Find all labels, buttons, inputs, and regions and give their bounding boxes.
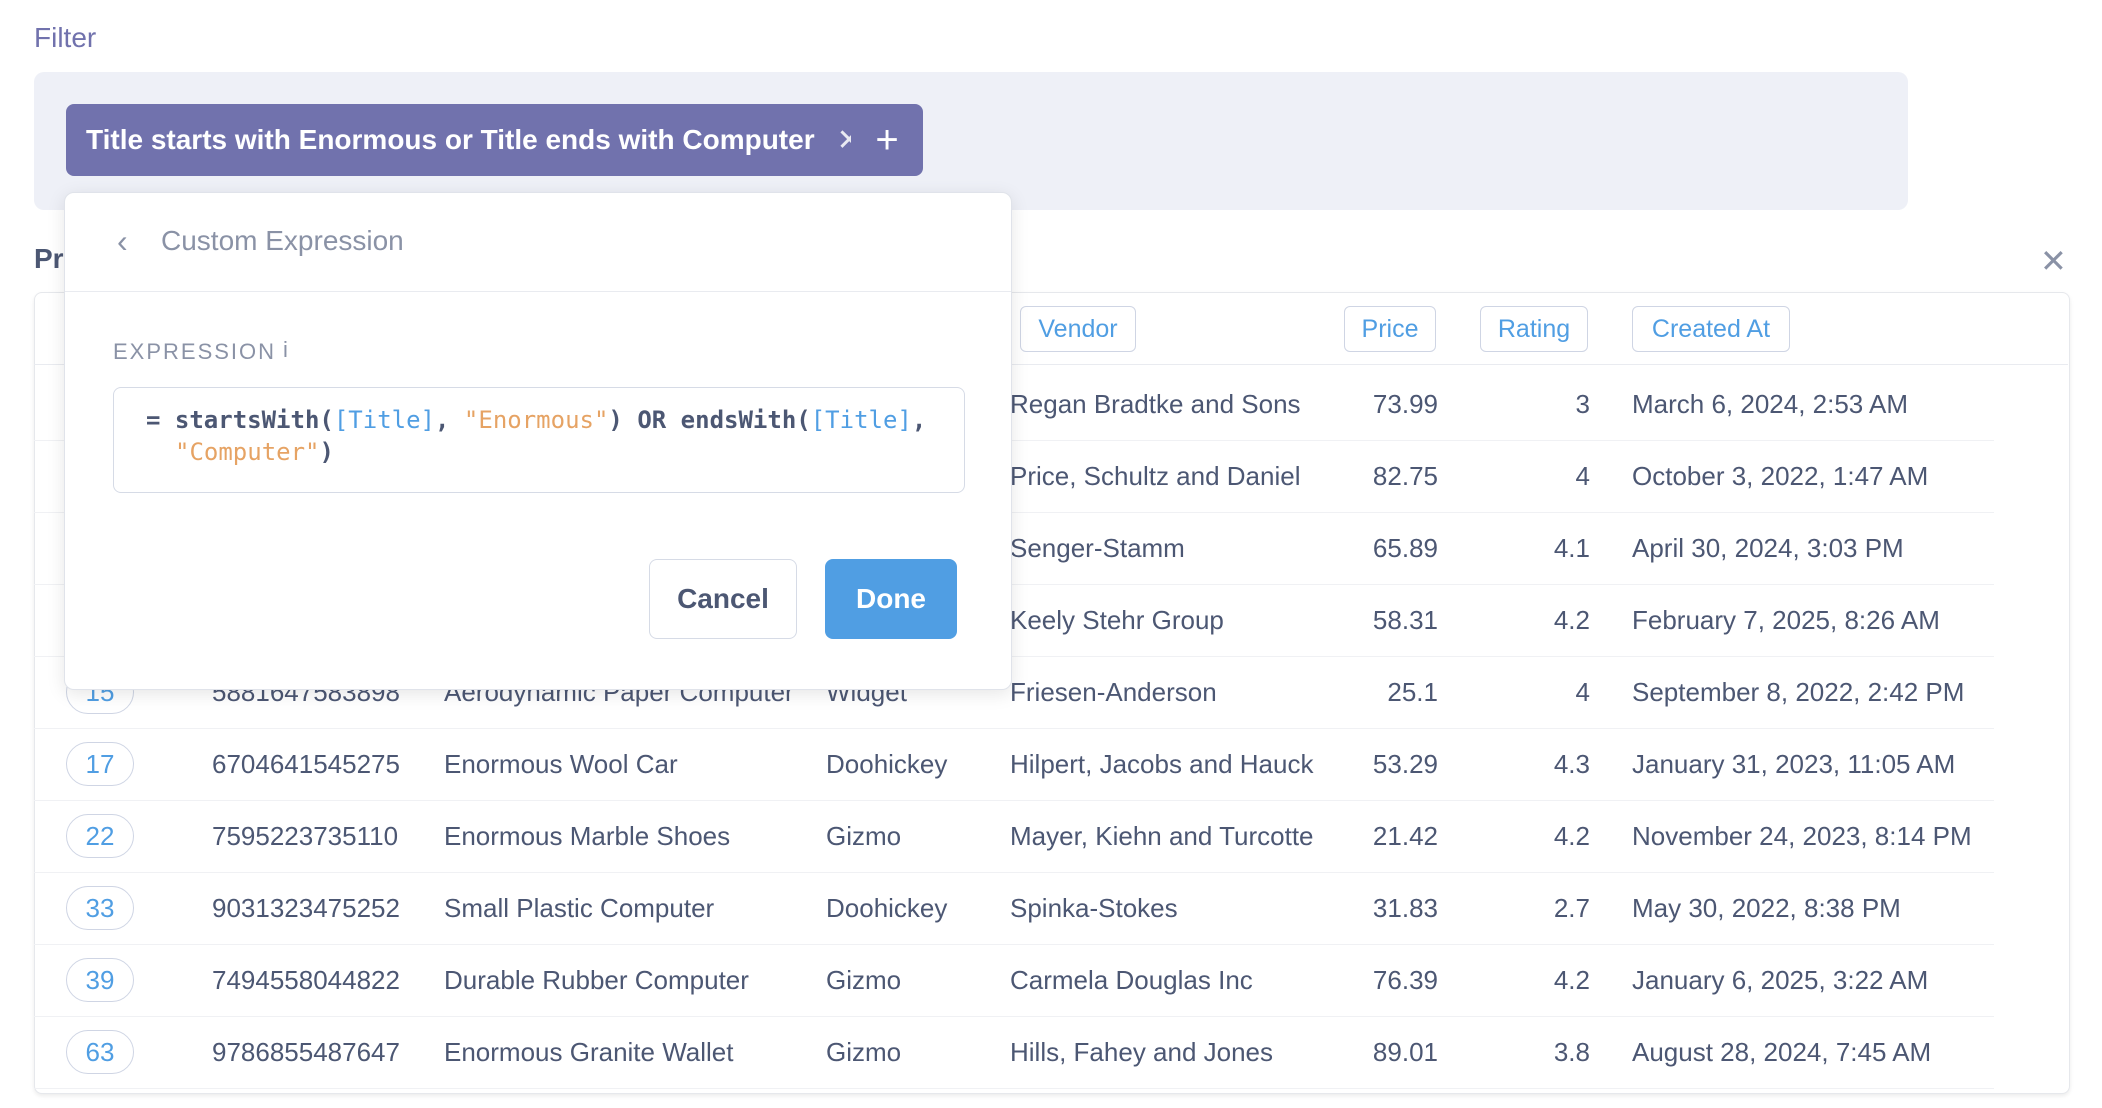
- cell-ean: 6704641545275: [212, 749, 400, 779]
- cell-vendor: Mayer, Kiehn and Turcotte: [1010, 821, 1314, 851]
- cell-created-at: September 8, 2022, 2:42 PM: [1632, 677, 1965, 707]
- cell-price: 73.99: [1372, 389, 1438, 419]
- section-title: Pr: [34, 243, 64, 274]
- table-row[interactable]: 33 9031323475252 Small Plastic Computer Doo…: [34, 872, 1994, 945]
- cell-price: 21.42: [1372, 821, 1438, 851]
- cell-vendor: Carmela Douglas Inc: [1010, 965, 1253, 995]
- row-id-badge[interactable]: 17: [66, 742, 134, 786]
- cell-vendor: Spinka-Stokes: [1010, 893, 1178, 923]
- expression-line-2: "Computer"): [175, 438, 334, 466]
- row-id-badge[interactable]: 22: [66, 814, 134, 858]
- row-id-badge[interactable]: 33: [66, 886, 134, 930]
- cell-vendor: Hills, Fahey and Jones: [1010, 1037, 1274, 1067]
- cell-rating: 4: [1575, 461, 1590, 491]
- cell-category: Doohickey: [826, 749, 948, 779]
- filter-pill[interactable]: Title starts with Enormous or Title ends…: [66, 104, 884, 176]
- cell-rating: 4.1: [1553, 533, 1590, 563]
- table-row[interactable]: 17 6704641545275 Enormous Wool Car Doohicke…: [34, 728, 1994, 801]
- chevron-left-icon[interactable]: ‹: [117, 223, 128, 259]
- cell-category: Gizmo: [826, 1037, 902, 1067]
- add-filter-button[interactable]: +: [851, 104, 923, 176]
- cell-vendor: Price, Schultz and Daniel: [1010, 461, 1301, 491]
- column-header-created-at[interactable]: Created At: [1632, 306, 1790, 352]
- row-id-badge[interactable]: 39: [66, 958, 134, 1002]
- cell-title: Small Plastic Computer: [444, 893, 715, 923]
- cell-ean: 7595223735110: [212, 821, 399, 851]
- cell-title: Enormous Granite Wallet: [444, 1037, 734, 1067]
- close-panel-icon[interactable]: ✕: [2040, 243, 2067, 279]
- cell-created-at: February 7, 2025, 8:26 AM: [1632, 605, 1940, 635]
- table-row[interactable]: Senger-Stamm 65.89 4.1 April 30, 2024, 3:03…: [34, 512, 1994, 585]
- cell-created-at: January 6, 2025, 3:22 AM: [1632, 965, 1929, 995]
- cell-price: 89.01: [1372, 1037, 1438, 1067]
- cell-created-at: January 31, 2023, 11:05 AM: [1632, 749, 1956, 779]
- cell-price: 82.75: [1372, 461, 1438, 491]
- cell-created-at: April 30, 2024, 3:03 PM: [1632, 533, 1904, 563]
- cell-category: Gizmo: [826, 965, 902, 995]
- cell-created-at: March 6, 2024, 2:53 AM: [1632, 389, 1909, 419]
- cell-category: Doohickey: [826, 893, 948, 923]
- cell-price: 31.83: [1372, 893, 1438, 923]
- cell-created-at: August 28, 2024, 7:45 AM: [1632, 1037, 1932, 1067]
- done-button[interactable]: Done: [825, 559, 957, 639]
- cancel-button[interactable]: Cancel: [649, 559, 797, 639]
- filter-heading: Filter: [34, 22, 97, 53]
- cell-vendor: Keely Stehr Group: [1010, 605, 1224, 635]
- cell-rating: 4.2: [1553, 821, 1590, 851]
- cell-rating: 4.3: [1553, 749, 1590, 779]
- cell-title: Enormous Marble Shoes: [444, 821, 731, 851]
- column-header-price[interactable]: Price: [1344, 306, 1436, 352]
- table-row[interactable]: 63 9786855487647 Enormous Granite Wallet Gi…: [34, 1016, 1994, 1089]
- cell-price: 53.29: [1372, 749, 1438, 779]
- table-row[interactable]: Keely Stehr Group 58.31 4.2 February 7, 202…: [34, 584, 1994, 657]
- cell-ean: 9786855487647: [212, 1037, 400, 1067]
- cell-created-at: October 3, 2022, 1:47 AM: [1632, 461, 1929, 491]
- cell-rating: 4: [1575, 677, 1590, 707]
- cell-vendor: Friesen-Anderson: [1010, 677, 1217, 707]
- cell-price: 25.1: [1387, 677, 1438, 707]
- table-row[interactable]: Regan Bradtke and Sons 73.99 3 March 6, 202…: [34, 368, 1994, 441]
- cell-price: 65.89: [1372, 533, 1438, 563]
- cell-ean: 7494558044822: [212, 965, 400, 995]
- expression-editor[interactable]: = startsWith([Title], "Enormous") OR end…: [113, 387, 965, 493]
- cell-rating: 4.2: [1553, 965, 1590, 995]
- column-header-vendor[interactable]: Vendor: [1020, 306, 1136, 352]
- table-row[interactable]: 39 7494558044822 Durable Rubber Computer Gi…: [34, 944, 1994, 1017]
- cell-created-at: November 24, 2023, 8:14 PM: [1632, 821, 1972, 851]
- popover-header: ‹ Custom Expression: [65, 193, 1011, 292]
- cell-rating: 3: [1575, 389, 1590, 419]
- cell-title: Enormous Wool Car: [444, 749, 678, 779]
- cell-price: 76.39: [1372, 965, 1438, 995]
- cell-vendor: Hilpert, Jacobs and Hauck: [1010, 749, 1314, 779]
- cell-rating: 4.2: [1553, 605, 1590, 635]
- expression-line-1: = startsWith([Title], "Enormous") OR end…: [146, 406, 927, 434]
- filter-pill-label: Title starts with Enormous or Title ends…: [86, 124, 815, 155]
- cell-rating: 2.7: [1553, 893, 1590, 923]
- cell-created-at: May 30, 2022, 8:38 PM: [1632, 893, 1901, 923]
- cell-vendor: Senger-Stamm: [1010, 533, 1185, 563]
- cell-price: 58.31: [1372, 605, 1438, 635]
- row-id-badge[interactable]: 63: [66, 1030, 134, 1074]
- cell-vendor: Regan Bradtke and Sons: [1010, 389, 1301, 419]
- header-divider: [34, 364, 2068, 365]
- expression-label: EXPRESSION: [113, 339, 277, 364]
- table-row[interactable]: Price, Schultz and Daniel 82.75 4 October 3…: [34, 440, 1994, 513]
- popover-title[interactable]: Custom Expression: [161, 225, 404, 256]
- plus-icon: +: [875, 117, 899, 162]
- cell-category: Gizmo: [826, 821, 902, 851]
- column-header-rating[interactable]: Rating: [1480, 306, 1588, 352]
- cell-ean: 9031323475252: [212, 893, 400, 923]
- table-row[interactable]: 22 7595223735110 Enormous Marble Shoes Gizm…: [34, 800, 1994, 873]
- info-icon[interactable]: i: [283, 337, 288, 362]
- cell-title: Durable Rubber Computer: [444, 965, 749, 995]
- custom-expression-popover: ‹ Custom Expression EXPRESSION i = start…: [64, 192, 1012, 690]
- cell-rating: 3.8: [1553, 1037, 1590, 1067]
